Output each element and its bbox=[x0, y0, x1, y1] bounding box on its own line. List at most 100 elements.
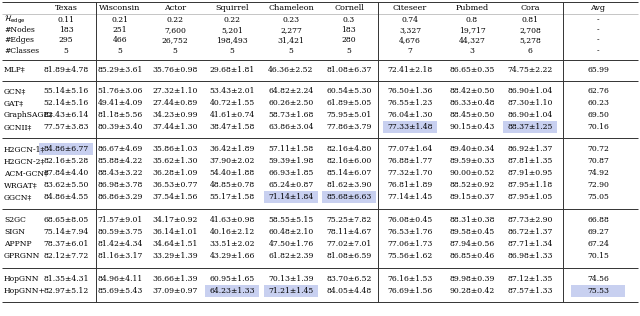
Text: 49.41±4.09: 49.41±4.09 bbox=[97, 99, 143, 107]
Text: -: - bbox=[596, 26, 599, 34]
Text: HopGNN: HopGNN bbox=[4, 275, 40, 283]
Text: 84.96±4.11: 84.96±4.11 bbox=[97, 275, 143, 283]
Bar bbox=[264, 285, 318, 297]
Text: S2GC: S2GC bbox=[4, 216, 26, 224]
Text: 64.82±2.24: 64.82±2.24 bbox=[268, 87, 314, 95]
Text: 5: 5 bbox=[173, 47, 177, 55]
Text: 85.14±6.07: 85.14±6.07 bbox=[326, 169, 372, 177]
Text: 5,201: 5,201 bbox=[221, 26, 243, 34]
Text: 4,676: 4,676 bbox=[399, 36, 421, 44]
Text: 37.09±0.97: 37.09±0.97 bbox=[152, 287, 198, 295]
Text: 85.29±3.61: 85.29±3.61 bbox=[97, 66, 143, 74]
Text: 87.91±0.95: 87.91±0.95 bbox=[508, 169, 552, 177]
Text: 6: 6 bbox=[527, 47, 532, 55]
Text: 37.90±2.02: 37.90±2.02 bbox=[209, 157, 255, 165]
Bar bbox=[322, 191, 376, 203]
Text: MLP‡: MLP‡ bbox=[4, 66, 26, 74]
Text: 84.86±6.77: 84.86±6.77 bbox=[44, 145, 88, 153]
Text: 7: 7 bbox=[408, 47, 412, 55]
Text: 34.64±1.51: 34.64±1.51 bbox=[152, 240, 198, 248]
Text: 71.57±9.01: 71.57±9.01 bbox=[97, 216, 143, 224]
Text: 31,421: 31,421 bbox=[278, 36, 305, 44]
Text: 0.3: 0.3 bbox=[343, 16, 355, 24]
Text: 77.33±1.48: 77.33±1.48 bbox=[387, 123, 433, 131]
Text: 76.08±0.45: 76.08±0.45 bbox=[387, 216, 433, 224]
Text: H2GCN-2‡: H2GCN-2‡ bbox=[4, 157, 45, 165]
Text: 87.94±0.56: 87.94±0.56 bbox=[449, 240, 495, 248]
Text: 85.88±4.22: 85.88±4.22 bbox=[97, 157, 143, 165]
Text: 77.07±1.64: 77.07±1.64 bbox=[387, 145, 433, 153]
Text: GraphSAGE‡: GraphSAGE‡ bbox=[4, 111, 54, 119]
Text: 69.50: 69.50 bbox=[587, 111, 609, 119]
Text: 66.93±1.85: 66.93±1.85 bbox=[268, 169, 314, 177]
Text: 76.69±1.56: 76.69±1.56 bbox=[387, 287, 433, 295]
Text: APPNP: APPNP bbox=[4, 240, 31, 248]
Text: 80.39±3.40: 80.39±3.40 bbox=[97, 123, 143, 131]
Text: 3: 3 bbox=[470, 47, 474, 55]
Text: 77.06±1.73: 77.06±1.73 bbox=[387, 240, 433, 248]
Text: 75.25±7.82: 75.25±7.82 bbox=[326, 216, 372, 224]
Text: 77.57±3.83: 77.57±3.83 bbox=[44, 123, 89, 131]
Text: 82.16±5.28: 82.16±5.28 bbox=[44, 157, 88, 165]
Text: 76.53±1.76: 76.53±1.76 bbox=[387, 228, 433, 236]
Bar bbox=[571, 285, 625, 297]
Text: 87.84±4.40: 87.84±4.40 bbox=[44, 169, 88, 177]
Text: Cora: Cora bbox=[520, 4, 540, 12]
Text: #Classes: #Classes bbox=[4, 47, 39, 55]
Text: 70.13±1.39: 70.13±1.39 bbox=[268, 275, 314, 283]
Text: 37.54±1.56: 37.54±1.56 bbox=[152, 193, 198, 201]
Text: Citeseer: Citeseer bbox=[393, 4, 427, 12]
Text: Wisconsin: Wisconsin bbox=[99, 4, 141, 12]
Text: GGCN‡: GGCN‡ bbox=[4, 193, 33, 201]
Text: 77.86±3.79: 77.86±3.79 bbox=[326, 123, 372, 131]
Text: Actor: Actor bbox=[164, 4, 186, 12]
Text: 88.37±1.25: 88.37±1.25 bbox=[508, 123, 553, 131]
Text: 89.58±0.45: 89.58±0.45 bbox=[449, 228, 495, 236]
Text: 74.75±2.22: 74.75±2.22 bbox=[508, 66, 552, 74]
Text: 60.23: 60.23 bbox=[587, 99, 609, 107]
Text: 466: 466 bbox=[113, 36, 127, 44]
Text: 87.95±1.18: 87.95±1.18 bbox=[508, 181, 552, 189]
Text: 59.39±1.98: 59.39±1.98 bbox=[268, 157, 314, 165]
Text: 64.23±1.33: 64.23±1.33 bbox=[209, 287, 255, 295]
Text: #Edges: #Edges bbox=[4, 36, 34, 44]
Text: 5: 5 bbox=[118, 47, 122, 55]
Bar bbox=[205, 285, 259, 297]
Text: 71.21±1.45: 71.21±1.45 bbox=[268, 287, 314, 295]
Text: 55.17±1.58: 55.17±1.58 bbox=[209, 193, 255, 201]
Text: $\mathcal{H}_{\mathrm{edge}}$: $\mathcal{H}_{\mathrm{edge}}$ bbox=[4, 14, 26, 26]
Text: 76.81±1.89: 76.81±1.89 bbox=[387, 181, 433, 189]
Text: 61.89±5.05: 61.89±5.05 bbox=[326, 99, 372, 107]
Text: 67.24: 67.24 bbox=[587, 240, 609, 248]
Text: 81.35±4.31: 81.35±4.31 bbox=[44, 275, 89, 283]
Text: 74.56: 74.56 bbox=[587, 275, 609, 283]
Text: 81.42±4.34: 81.42±4.34 bbox=[97, 240, 143, 248]
Text: 82.16±4.80: 82.16±4.80 bbox=[326, 145, 372, 153]
Text: 83.62±5.50: 83.62±5.50 bbox=[44, 181, 89, 189]
Text: 83.70±6.52: 83.70±6.52 bbox=[326, 275, 372, 283]
Text: 72.90: 72.90 bbox=[587, 181, 609, 189]
Text: 47.50±1.76: 47.50±1.76 bbox=[268, 240, 314, 248]
Text: 88.42±0.50: 88.42±0.50 bbox=[449, 87, 495, 95]
Text: 82.12±7.72: 82.12±7.72 bbox=[44, 252, 88, 260]
Text: 46.36±2.52: 46.36±2.52 bbox=[268, 66, 314, 74]
Text: 75.53: 75.53 bbox=[587, 287, 609, 295]
Text: 86.85±0.46: 86.85±0.46 bbox=[449, 252, 495, 260]
Text: 76.55±1.23: 76.55±1.23 bbox=[387, 99, 433, 107]
Text: 54.40±1.88: 54.40±1.88 bbox=[209, 169, 255, 177]
Bar bbox=[39, 143, 93, 155]
Text: 36.28±1.09: 36.28±1.09 bbox=[152, 169, 198, 177]
Text: 183: 183 bbox=[59, 26, 74, 34]
Text: 89.40±0.34: 89.40±0.34 bbox=[449, 145, 495, 153]
Text: 81.18±5.56: 81.18±5.56 bbox=[97, 111, 143, 119]
Text: 76.88±1.77: 76.88±1.77 bbox=[387, 157, 433, 165]
Text: 86.98±3.78: 86.98±3.78 bbox=[97, 181, 143, 189]
Text: 3,327: 3,327 bbox=[399, 26, 421, 34]
Text: 70.15: 70.15 bbox=[587, 252, 609, 260]
Text: 35.86±1.03: 35.86±1.03 bbox=[152, 145, 198, 153]
Text: 75.05: 75.05 bbox=[587, 193, 609, 201]
Text: 198,493: 198,493 bbox=[216, 36, 248, 44]
Text: 0.11: 0.11 bbox=[58, 16, 74, 24]
Text: 55.14±5.16: 55.14±5.16 bbox=[44, 87, 88, 95]
Text: 81.08±6.59: 81.08±6.59 bbox=[326, 252, 372, 260]
